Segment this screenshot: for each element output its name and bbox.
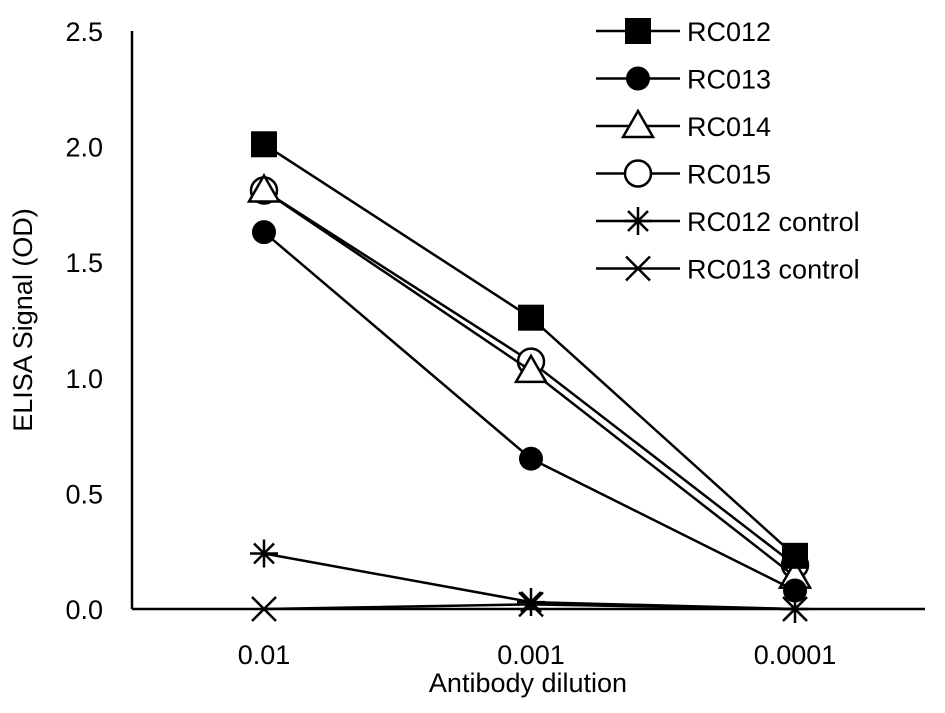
data-point <box>782 542 808 569</box>
legend-label: RC012 control <box>687 207 860 237</box>
plot-area <box>246 131 813 623</box>
data-point <box>246 173 282 203</box>
series-rc012 <box>251 131 808 569</box>
data-point <box>624 207 652 235</box>
legend-entry: RC015 <box>596 159 771 190</box>
y-tick-label: 0.5 <box>65 479 103 509</box>
legend-entry: RC014 <box>596 108 771 142</box>
data-point <box>625 255 651 282</box>
series-rc013 <box>252 220 807 603</box>
series-rc012-control <box>250 539 809 623</box>
legend-label: RC013 control <box>687 255 860 285</box>
data-point <box>625 18 651 44</box>
x-tick-label: 0.01 <box>238 640 291 670</box>
y-tick-label: 1.0 <box>65 364 103 394</box>
series-layer <box>246 131 813 623</box>
x-tick-label: 0.0001 <box>754 640 837 670</box>
series-line <box>263 189 796 578</box>
data-point <box>517 588 545 617</box>
legend-entry: RC013 <box>596 65 771 95</box>
data-point <box>623 159 653 188</box>
y-tick-label: 0.0 <box>65 595 103 625</box>
x-axis-title: Antibody dilution <box>429 668 627 698</box>
series-rc014 <box>246 173 813 589</box>
y-tick-label: 1.5 <box>65 248 103 278</box>
data-point <box>513 353 549 384</box>
data-point <box>251 131 277 158</box>
data-point <box>783 578 807 603</box>
legend-entry: RC012 control <box>596 207 860 237</box>
legend-entry: RC013 control <box>596 255 860 285</box>
legend-label: RC012 <box>687 17 771 47</box>
data-point <box>250 539 278 568</box>
legend-entry: RC012 <box>596 17 771 47</box>
legend-label: RC015 <box>687 160 771 190</box>
legend: RC012 RC013 RC014 RC015 RC012 control RC013 c… <box>596 17 860 285</box>
series-line <box>263 231 796 592</box>
data-point <box>620 108 656 139</box>
y-axis-title: ELISA Signal (OD) <box>8 208 38 432</box>
y-tick-labels: 0.0 0.5 1.0 1.5 2.0 2.5 <box>65 17 103 625</box>
data-point <box>519 446 543 471</box>
x-tick-labels: 0.01 0.001 0.0001 <box>238 640 837 670</box>
x-tick-label: 0.001 <box>497 640 565 670</box>
data-point <box>518 304 544 331</box>
data-point <box>252 220 276 245</box>
legend-label: RC014 <box>687 112 771 142</box>
legend-label: RC013 <box>687 65 771 95</box>
y-tick-label: 2.5 <box>65 17 103 47</box>
y-tick-label: 2.0 <box>65 133 103 163</box>
data-point <box>626 66 650 91</box>
